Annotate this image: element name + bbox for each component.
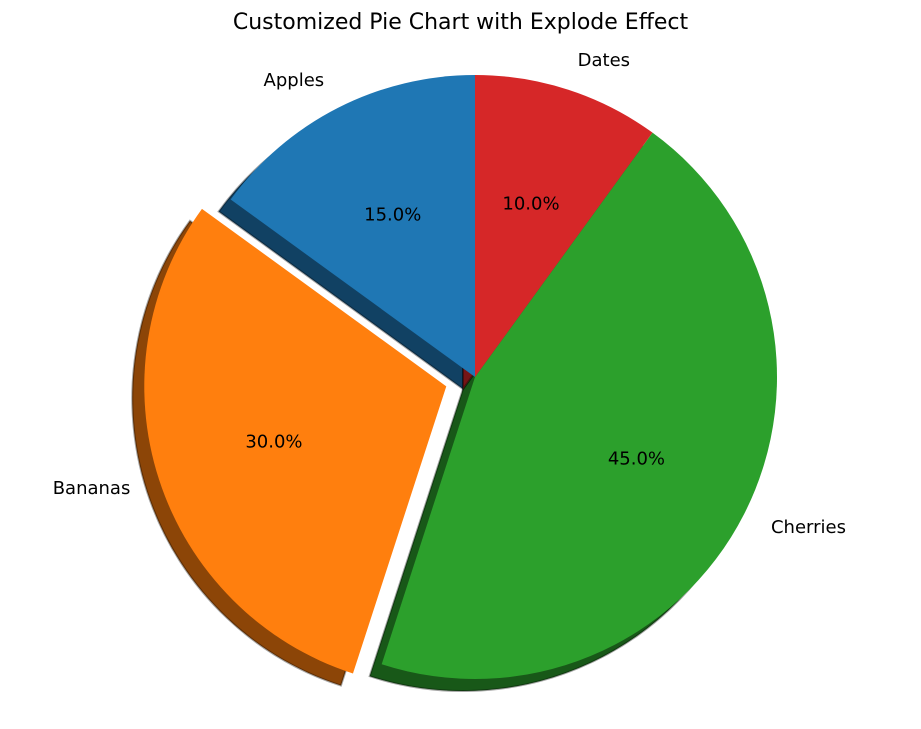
percent-label-apples: 15.0% [364, 205, 421, 226]
percent-label-bananas: 30.0% [245, 431, 302, 452]
chart-title: Customized Pie Chart with Explode Effect [232, 10, 689, 35]
slice-bananas[interactable] [144, 208, 447, 674]
pie-labels: Apples 15.0% Bananas 30.0% Cherries 45.0% Date… [53, 50, 846, 538]
slice-dates[interactable] [475, 75, 653, 377]
percent-label-cherries: 45.0% [608, 448, 665, 469]
slice-cherries[interactable] [381, 132, 777, 679]
label-dates: Dates [578, 50, 630, 71]
label-apples: Apples [264, 70, 325, 91]
label-bananas: Bananas [53, 478, 131, 499]
pie-slices [144, 75, 777, 679]
slice-apples[interactable] [230, 75, 475, 377]
label-cherries: Cherries [771, 517, 846, 538]
percent-label-dates: 10.0% [502, 194, 559, 215]
